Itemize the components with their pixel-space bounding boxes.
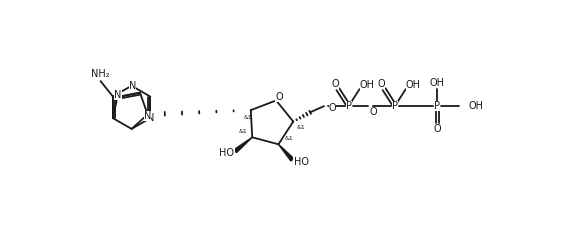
Text: OH: OH: [406, 80, 421, 90]
Text: &1: &1: [239, 129, 247, 134]
Text: O: O: [377, 79, 385, 89]
Text: OH: OH: [468, 101, 483, 111]
Text: &1: &1: [243, 114, 252, 120]
Text: P: P: [392, 101, 398, 111]
Text: N: N: [144, 111, 151, 121]
Text: N: N: [146, 113, 154, 123]
Text: P: P: [434, 101, 440, 111]
Text: O: O: [434, 124, 441, 134]
Text: HO: HO: [294, 157, 309, 167]
Text: O: O: [369, 107, 377, 117]
Text: N: N: [129, 81, 136, 91]
Polygon shape: [234, 137, 252, 153]
Text: NH₂: NH₂: [91, 69, 110, 79]
Text: O: O: [329, 103, 336, 114]
Text: &1: &1: [296, 125, 305, 130]
Text: P: P: [346, 101, 351, 111]
Text: OH: OH: [360, 80, 375, 90]
Text: O: O: [331, 79, 339, 89]
Text: HO: HO: [218, 149, 233, 158]
Text: N: N: [115, 90, 122, 101]
Polygon shape: [278, 144, 294, 161]
Text: O: O: [276, 92, 283, 102]
Text: &1: &1: [285, 136, 294, 141]
Text: OH: OH: [430, 78, 445, 88]
